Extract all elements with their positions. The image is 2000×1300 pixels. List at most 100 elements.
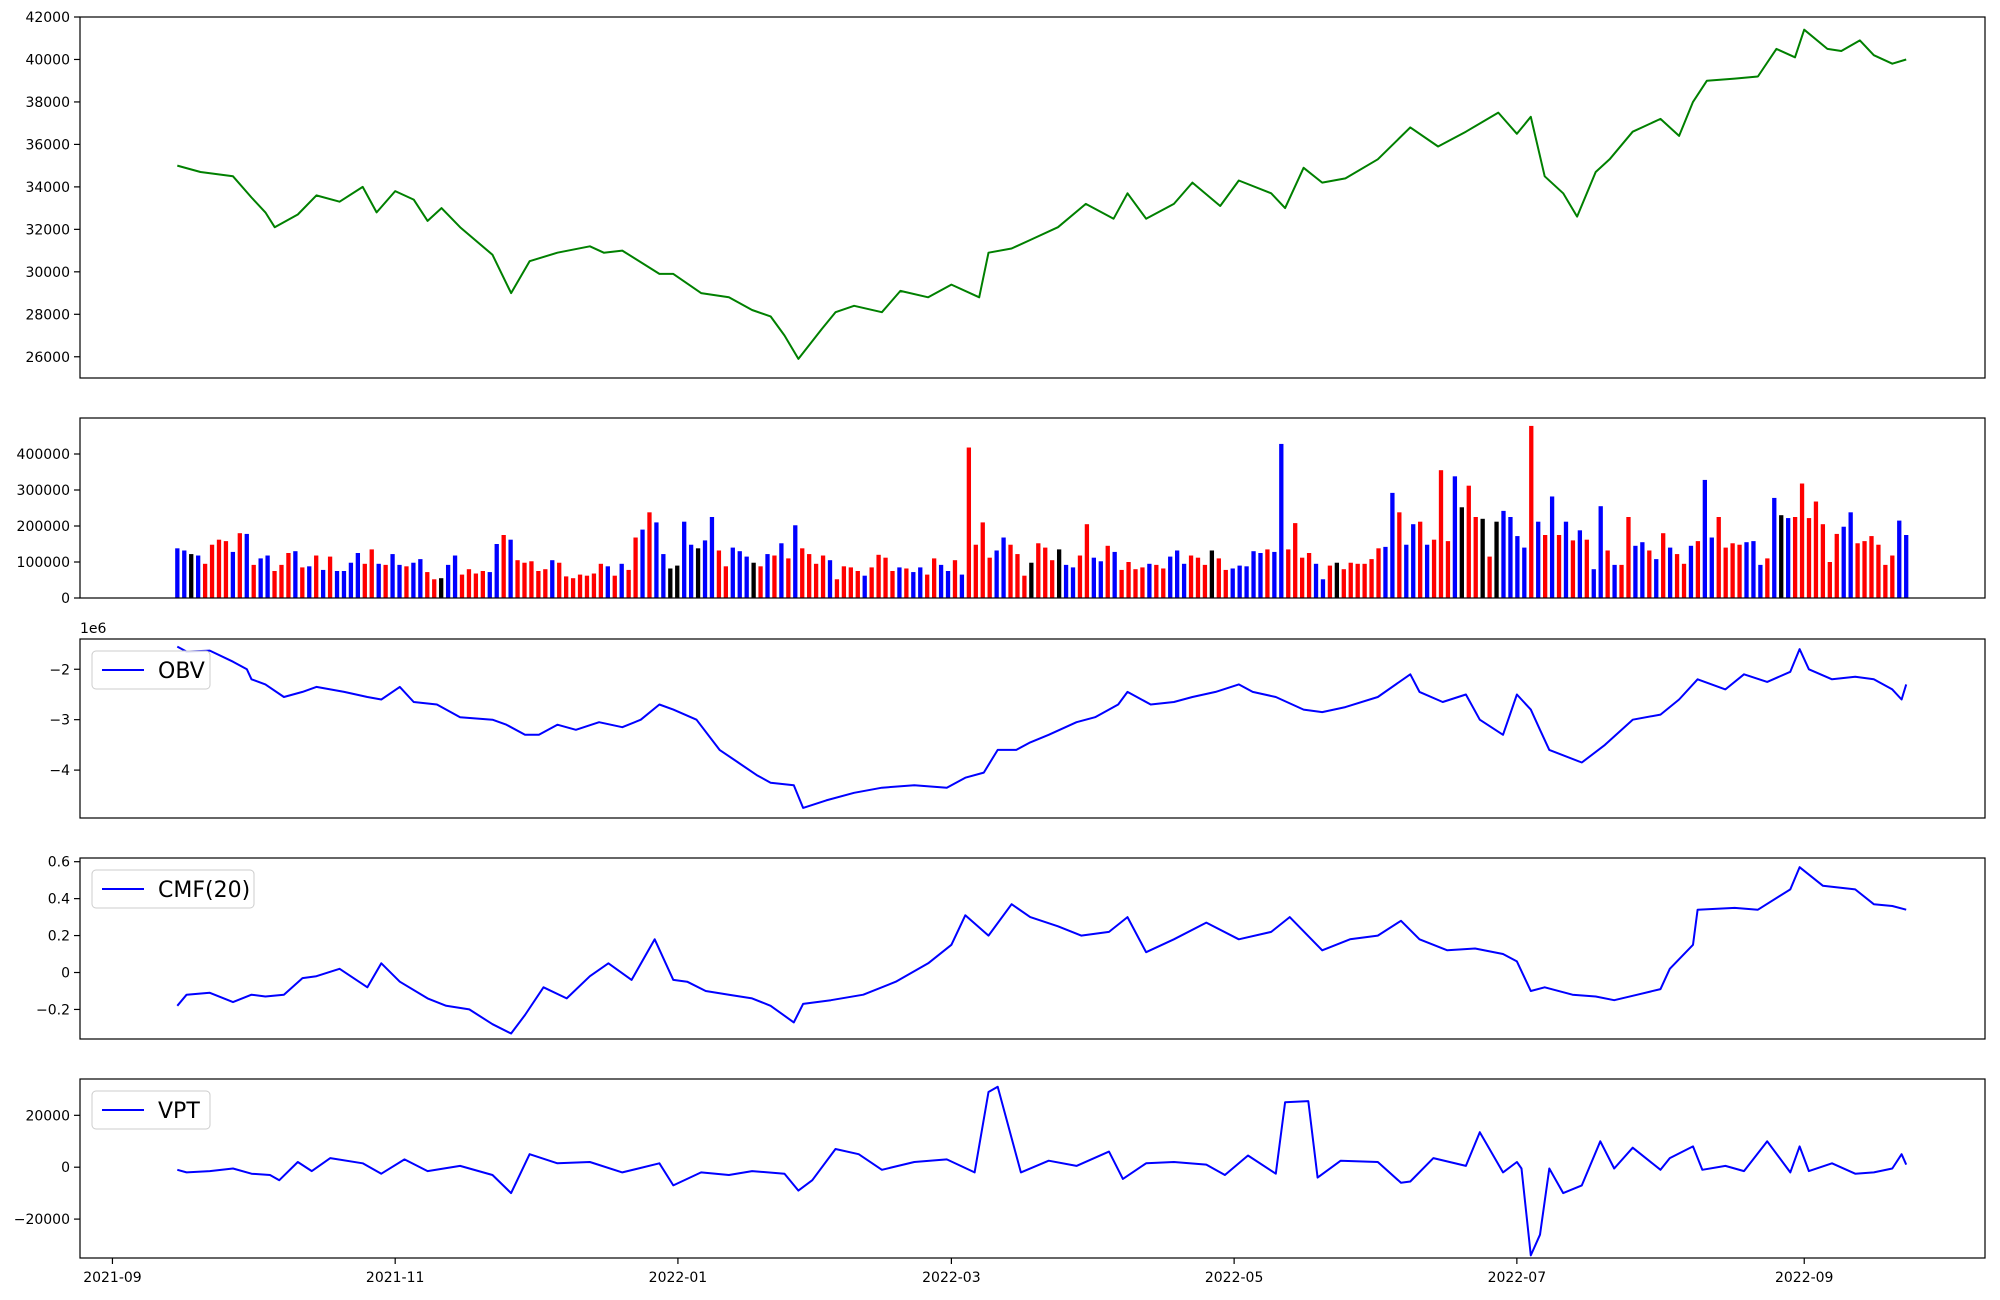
volume-bar: [1355, 563, 1360, 598]
volume-bar: [1779, 515, 1784, 598]
y-tick-label: 0: [61, 966, 70, 982]
volume-bar: [1626, 517, 1631, 598]
volume-bar: [286, 553, 291, 598]
volume-bar: [1105, 545, 1110, 598]
obv-legend-box: [91, 650, 211, 690]
volume-bar: [841, 566, 847, 598]
volume-bar: [362, 563, 367, 598]
volume-bar: [883, 557, 888, 598]
volume-bar: [1529, 425, 1534, 598]
volume-bar: [1050, 560, 1055, 598]
volume-bar: [1272, 551, 1277, 598]
volume-bar: [862, 575, 867, 598]
volume-bar: [820, 555, 826, 598]
volume-bar: [890, 571, 895, 598]
volume-bar: [695, 548, 701, 598]
volume-bar: [952, 560, 958, 598]
y-tick-label: 0.2: [48, 929, 70, 945]
volume-bar: [661, 554, 666, 598]
volume-bar: [1466, 485, 1471, 598]
volume-bar: [626, 569, 631, 598]
volume-bar: [1119, 569, 1124, 598]
volume-bar: [619, 563, 624, 598]
volume-bar: [1758, 564, 1763, 598]
y-tick-label: 0: [61, 1160, 70, 1176]
chart-marks: [175, 28, 1909, 1257]
volume-bar: [1244, 566, 1249, 598]
volume-bar: [716, 550, 722, 598]
volume-bar: [1487, 556, 1492, 598]
volume-bar: [536, 571, 541, 598]
volume-bar: [1480, 518, 1485, 598]
volume-bar: [1883, 564, 1888, 598]
volume-bar: [758, 566, 763, 598]
y-tick-label: 0.4: [48, 892, 70, 908]
volume-bar: [1556, 535, 1562, 598]
volume-bar: [966, 447, 972, 598]
volume-bar: [1508, 517, 1513, 598]
volume-bar: [570, 578, 576, 598]
volume-bar: [723, 566, 728, 598]
y-tick-label: −0.2: [36, 1002, 70, 1018]
volume-bar: [501, 535, 506, 598]
volume-bar: [439, 578, 444, 598]
volume-bar: [508, 539, 513, 598]
volume-bar: [1293, 523, 1298, 598]
volume-bar: [445, 564, 451, 598]
volume-bar: [1404, 544, 1409, 598]
volume-axes-frame: [79, 417, 1986, 599]
volume-bar: [577, 574, 583, 598]
volume-bar: [1168, 556, 1173, 598]
volume-bar: [1723, 547, 1728, 598]
volume-bar: [1161, 568, 1166, 598]
volume-bar: [1306, 553, 1312, 598]
volume-bar: [1251, 551, 1256, 598]
volume-bar: [1494, 521, 1499, 598]
volume-bar: [1640, 542, 1645, 598]
y-tick-label: 300000: [17, 483, 70, 499]
volume-bar: [1897, 520, 1902, 598]
volume-bar: [1348, 562, 1353, 598]
volume-bar: [529, 561, 534, 598]
volume-bar: [1175, 550, 1180, 598]
volume-bar: [938, 564, 944, 598]
volume-bar: [1265, 549, 1270, 598]
volume-bar: [1612, 564, 1617, 598]
volume-bar: [1084, 524, 1090, 598]
y-tick-label: −4: [49, 763, 70, 779]
volume-bar: [432, 579, 437, 598]
volume-bar: [1716, 517, 1721, 598]
volume-bar: [1855, 543, 1860, 598]
volume-bar: [987, 557, 992, 598]
volume-bar: [1431, 539, 1437, 598]
volume-bar: [1702, 479, 1707, 598]
volume-bar: [1890, 555, 1895, 598]
volume-bar: [1730, 543, 1735, 598]
volume-bar: [1202, 564, 1208, 598]
volume-bar: [897, 567, 902, 598]
volume-bar: [1584, 539, 1589, 598]
volume-bar: [258, 558, 263, 598]
volume-bar: [1015, 554, 1020, 598]
volume-bar: [1536, 521, 1541, 598]
volume-bar: [1681, 563, 1687, 598]
volume-bar: [1619, 564, 1624, 598]
volume-bar: [182, 550, 187, 598]
volume-bar: [300, 567, 305, 598]
volume-bar: [397, 564, 402, 598]
volume-bar: [1806, 518, 1812, 598]
volume-bar: [744, 556, 749, 598]
volume-bar: [522, 562, 527, 598]
y-tick-label: 38000: [25, 95, 70, 111]
volume-bar: [348, 562, 354, 598]
volume-bar: [1515, 536, 1520, 598]
volume-bar: [272, 571, 277, 598]
volume-bar: [1098, 561, 1103, 598]
volume-bar: [1209, 550, 1215, 598]
volume-bar: [834, 579, 840, 598]
volume-bar: [1216, 558, 1221, 598]
volume-bar: [1411, 524, 1416, 598]
volume-bar: [1709, 537, 1714, 598]
volume-bar: [543, 569, 548, 598]
volume-bar: [1126, 562, 1131, 598]
